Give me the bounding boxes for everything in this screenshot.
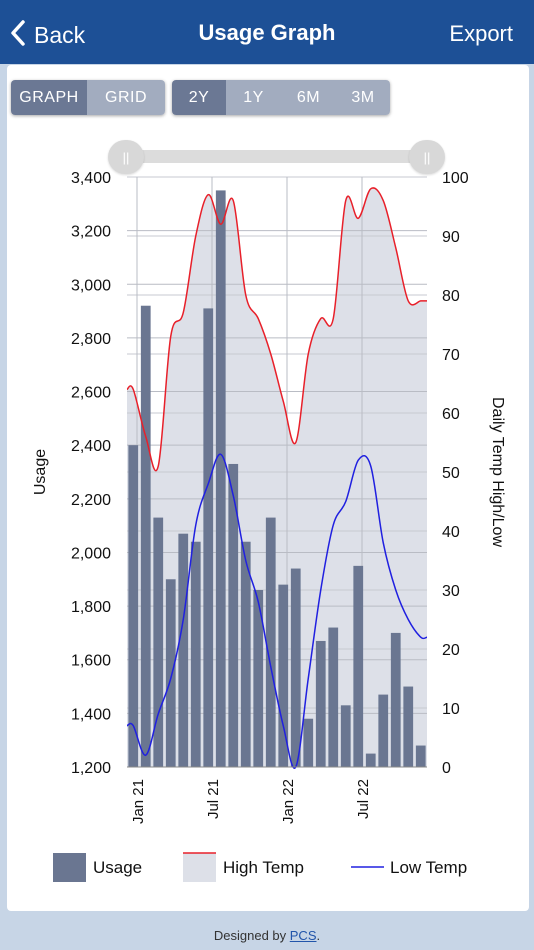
temp-tick-label: 20 (442, 642, 460, 659)
usage-tick-label: 1,400 (71, 706, 111, 723)
usage-bar (353, 565, 364, 767)
usage-bar (265, 517, 276, 767)
usage-bar (278, 584, 289, 767)
temp-tick-label: 10 (442, 701, 460, 718)
graph-view-button[interactable]: GRAPH (11, 80, 87, 115)
footer: Designed by PCS. (0, 928, 534, 943)
usage-tick-label: 1,200 (71, 760, 111, 777)
temp-tick-label: 80 (442, 288, 460, 305)
legend-usage-swatch (53, 853, 86, 882)
usage-tick-label: 3,200 (71, 224, 111, 241)
usage-bar (415, 745, 426, 767)
temp-tick-label: 100 (442, 170, 469, 187)
usage-bar (378, 694, 389, 767)
temp-tick-label: 30 (442, 583, 460, 600)
range-slider-right-handle[interactable]: || (409, 140, 445, 174)
chevron-left-icon (10, 19, 26, 51)
range-slider-track[interactable] (125, 150, 425, 163)
usage-bar (203, 308, 214, 767)
usage-bar (315, 640, 326, 767)
usage-bar (153, 517, 164, 767)
temp-tick-label: 70 (442, 347, 460, 364)
temp-tick-label: 40 (442, 524, 460, 541)
usage-bar (240, 541, 251, 767)
usage-tick-label: 2,000 (71, 545, 111, 562)
footer-prefix: Designed by (213, 928, 290, 943)
y-axis-title: Usage (32, 449, 49, 495)
back-label: Back (34, 21, 86, 48)
range-toggle: 2Y 1Y 6M 3M (172, 80, 390, 115)
usage-bar (303, 718, 314, 767)
usage-bar (178, 533, 189, 767)
x-tick-label: Jul 22 (355, 779, 372, 819)
usage-bar (228, 463, 239, 767)
usage-bar (165, 579, 176, 767)
temp-tick-label: 90 (442, 229, 460, 246)
temp-tick-label: 60 (442, 406, 460, 423)
temp-tick-label: 0 (442, 760, 451, 777)
usage-tick-label: 1,600 (71, 653, 111, 670)
legend-low-label: Low Temp (390, 858, 467, 877)
x-tick-label: Jan 21 (130, 779, 147, 824)
export-button[interactable]: Export (449, 21, 513, 46)
usage-tick-label: 2,400 (71, 438, 111, 455)
grip-icon: || (423, 149, 431, 165)
high-temp-area (127, 187, 427, 767)
grip-icon: || (122, 149, 130, 165)
footer-suffix: . (316, 928, 321, 943)
temp-tick-label: 50 (442, 465, 460, 482)
range-1y-button[interactable]: 1Y (226, 80, 281, 115)
page-title: Usage Graph (198, 20, 336, 45)
usage-bar (390, 632, 401, 767)
range-6m-button[interactable]: 6M (281, 80, 336, 115)
y2-axis-title: Daily Temp High/Low (489, 397, 506, 547)
range-2y-button[interactable]: 2Y (172, 80, 226, 115)
usage-bar (340, 705, 351, 767)
back-button[interactable]: Back (10, 18, 85, 52)
usage-bar (328, 627, 339, 767)
legend-usage-label: Usage (93, 858, 142, 877)
legend-high-label: High Temp (223, 858, 304, 877)
x-tick-label: Jan 22 (280, 779, 297, 824)
usage-bar (403, 686, 414, 767)
range-3m-button[interactable]: 3M (336, 80, 390, 115)
view-toggle: GRAPH GRID (11, 80, 165, 115)
grid-view-button[interactable]: GRID (87, 80, 165, 115)
usage-bar (128, 445, 139, 767)
usage-tick-label: 2,800 (71, 331, 111, 348)
usage-bar (253, 590, 264, 767)
usage-bar (190, 541, 201, 767)
top-bar: Back Usage Graph Export (0, 0, 534, 64)
legend-high-swatch (183, 853, 216, 882)
usage-tick-label: 3,400 (71, 170, 111, 187)
x-tick-label: Jul 21 (205, 779, 222, 819)
usage-tick-label: 2,600 (71, 385, 111, 402)
low-temp-line (126, 453, 428, 769)
usage-bar (140, 305, 151, 767)
usage-bar (215, 190, 226, 768)
range-slider-left-handle[interactable]: || (108, 140, 144, 174)
pcs-link[interactable]: PCS (289, 928, 317, 943)
usage-bar (290, 568, 301, 767)
usage-tick-label: 2,200 (71, 492, 111, 509)
usage-tick-label: 3,000 (71, 277, 111, 294)
usage-tick-label: 1,800 (71, 599, 111, 616)
usage-bar (365, 753, 376, 767)
high-temp-line (126, 187, 427, 472)
